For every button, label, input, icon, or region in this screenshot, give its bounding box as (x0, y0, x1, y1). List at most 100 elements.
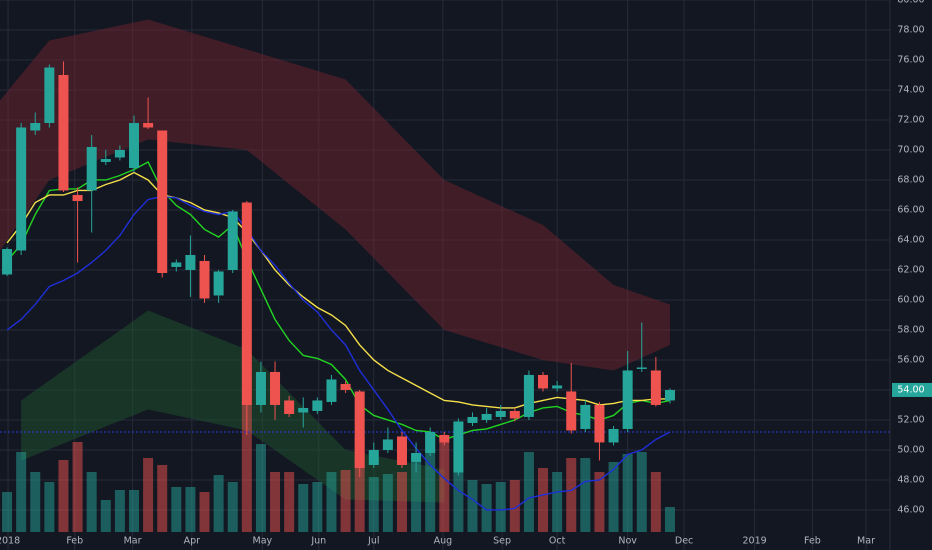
volume-bar (199, 492, 210, 532)
x-tick-label: Sep (493, 536, 511, 547)
y-tick-label: 68.00 (897, 174, 924, 185)
candle-body (114, 149, 125, 158)
candle-body (650, 370, 661, 405)
volume-bar (509, 480, 520, 532)
candle-body (227, 211, 238, 270)
price-axis (890, 0, 932, 550)
volume-bar (312, 482, 323, 532)
candle-body (255, 371, 266, 405)
volume-bar (58, 460, 69, 532)
y-tick-label: 62.00 (897, 264, 924, 275)
y-tick-label: 52.00 (897, 414, 924, 425)
candle-body (608, 428, 619, 443)
candle-body (185, 254, 196, 270)
candle-body (481, 413, 492, 420)
moving-average (6, 171, 670, 409)
x-tick-label: Dec (675, 536, 693, 547)
candle-body (354, 391, 365, 468)
volume-bar (213, 475, 224, 532)
y-tick-label: 64.00 (897, 234, 924, 245)
candle-body (2, 248, 13, 275)
x-tick-label: Feb (804, 536, 821, 547)
candle-body (326, 379, 337, 402)
volume-bar (171, 487, 182, 532)
y-tick-label: 72.00 (897, 114, 924, 125)
price-label-box (892, 382, 932, 397)
volume-bar (2, 492, 13, 532)
candle-body (340, 383, 351, 390)
x-tick-label: Oct (549, 536, 566, 547)
candle-body (523, 374, 534, 417)
candle-body (58, 74, 69, 191)
candle-body (538, 374, 549, 389)
grid (0, 0, 890, 550)
candle-body (566, 391, 577, 431)
volume (2, 402, 675, 532)
candle-body (382, 439, 393, 450)
candle-body (312, 400, 323, 411)
volume-bar (326, 472, 337, 532)
cloud-band (21, 310, 445, 503)
candle-body (439, 434, 450, 443)
volume-bar (566, 458, 577, 532)
y-tick-label: 80.00 (897, 0, 924, 6)
candle-body (622, 370, 633, 429)
candle-body (241, 202, 252, 405)
candle-body (171, 262, 182, 267)
volume-bar (100, 500, 111, 532)
volume-bar (552, 472, 563, 532)
cloud-band (0, 19, 670, 371)
volume-bar (354, 437, 365, 532)
candle-body (411, 452, 422, 462)
x-tick-label: Aug (434, 536, 453, 547)
x-tick-label: Mar (857, 536, 875, 547)
candle-body (396, 436, 407, 465)
volume-bar (72, 442, 83, 532)
candle-body (157, 130, 168, 273)
y-tick-label: 50.00 (897, 444, 924, 455)
candle-body (86, 146, 97, 191)
volume-bar (255, 444, 266, 532)
moving-average (6, 195, 671, 511)
volume-bar (284, 472, 295, 532)
candle-body (453, 421, 464, 473)
candle-body (100, 158, 111, 162)
volume-bar (340, 470, 351, 532)
volume-bar (241, 402, 252, 532)
x-tick-label: May (253, 536, 273, 547)
x-tick-label: Mar (124, 536, 142, 547)
candle-body (44, 67, 55, 123)
volume-bar (368, 477, 379, 532)
candle-body (199, 260, 210, 299)
candle-body (270, 371, 281, 405)
x-tick-label: 2018 (0, 536, 20, 547)
bands (0, 19, 670, 503)
volume-bar (650, 472, 661, 532)
volume-bar (114, 490, 125, 532)
volume-bar (396, 472, 407, 532)
y-tick-label: 74.00 (897, 84, 924, 95)
y-tick-label: 70.00 (897, 144, 924, 155)
y-tick-label: 48.00 (897, 474, 924, 485)
volume-bar (580, 458, 591, 532)
candle-body (213, 271, 224, 296)
x-tick-label: Jun (310, 536, 326, 547)
candle-body (509, 410, 520, 419)
volume-bar (30, 472, 41, 532)
volume-bar (453, 472, 464, 532)
y-tick-label: 78.00 (897, 24, 924, 35)
candle-body (30, 122, 41, 131)
volume-bar (523, 452, 534, 532)
candle-body (284, 400, 295, 414)
candles (2, 61, 675, 477)
x-tick-label: Nov (618, 536, 637, 547)
candle-body (664, 389, 675, 401)
x-tick-label: Apr (184, 536, 201, 547)
volume-bar (608, 462, 619, 532)
volume-bar (439, 442, 450, 532)
candle-body (298, 407, 309, 413)
volume-bar (128, 490, 139, 532)
